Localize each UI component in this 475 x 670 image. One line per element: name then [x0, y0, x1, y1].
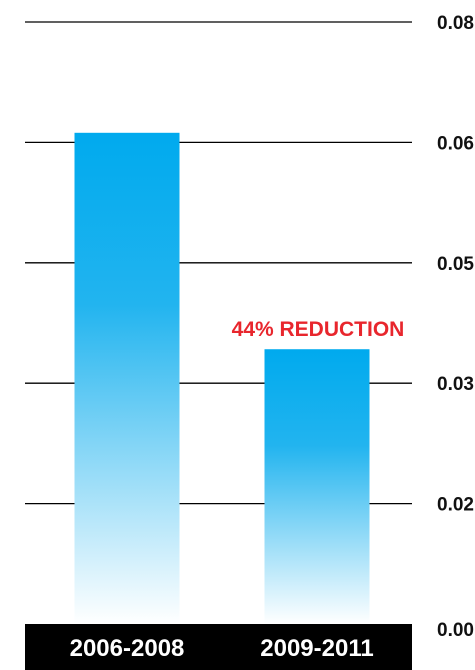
y-tick-label: 0.05 — [437, 254, 474, 275]
annotations: 44% REDUCTION — [232, 318, 405, 341]
y-tick-labels: 0.08 0.06 0.05 0.03 0.02 0.00 — [437, 13, 474, 641]
category-band — [25, 624, 412, 670]
category-label: 2009-2011 — [260, 635, 373, 662]
reduction-annotation: 44% REDUCTION — [232, 318, 405, 341]
y-tick-label: 0.06 — [437, 133, 474, 154]
bar — [74, 132, 180, 624]
bar — [264, 349, 370, 624]
y-tick-label: 0.03 — [437, 374, 474, 395]
y-tick-label: 0.02 — [437, 495, 474, 516]
category-labels: 2006-2008 2009-2011 — [70, 635, 374, 662]
y-tick-label: 0.08 — [437, 13, 474, 34]
bars — [74, 132, 370, 624]
y-tick-label: 0.00 — [437, 620, 474, 641]
category-label: 2006-2008 — [70, 635, 185, 662]
